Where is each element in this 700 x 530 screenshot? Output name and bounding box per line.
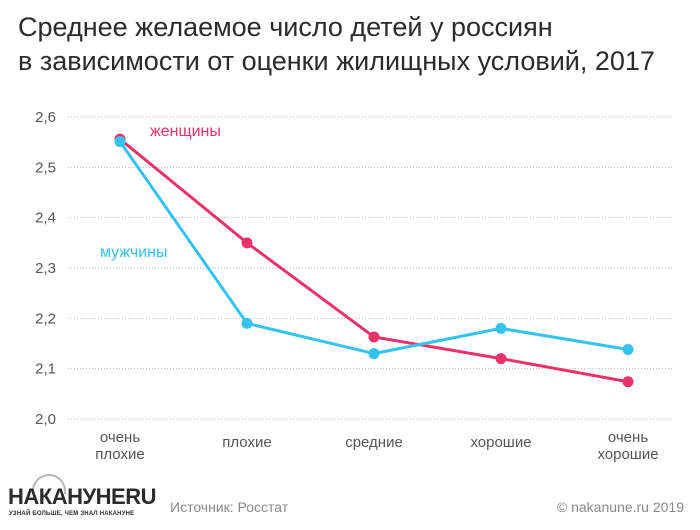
logo-tagline: УЗНАЙ БОЛЬШЕ, ЧЕМ ЗНАЛ НАКАНУНЕ [9,511,135,517]
y-tick-label: 2,2 [35,310,56,327]
data-point [114,136,126,148]
series-label-2: мужчины [100,244,168,261]
y-tick-label: 2,6 [35,109,56,126]
data-point [241,237,253,249]
x-tick-label: хорошие [597,446,658,463]
data-point [622,376,634,388]
data-point [241,317,253,329]
x-tick-label: плохие [95,446,144,463]
source-note: Источник: Росстат [170,499,289,515]
series-label-1: женщины [150,123,221,140]
x-tick-label: средние [345,434,403,451]
y-tick-label: 2,3 [35,260,56,277]
y-tick-label: 2,0 [35,411,56,428]
x-tick-label: плохие [222,434,271,451]
data-point [495,353,507,365]
data-point [495,322,507,334]
x-tick-label: очень [100,429,140,446]
nakanune-logo: НАКАНУНЕRU УЗНАЙ БОЛЬШЕ, ЧЕМ ЗНАЛ НАКАНУ… [8,474,157,526]
copyright-note: © nakanune.ru 2019 [556,499,684,515]
data-point [622,344,634,356]
chart-title-line-2: в зависимости от оценки жилищных условий… [18,46,655,76]
data-point [368,348,380,360]
logo-wordmark: НАКАНУНЕRU [8,484,157,509]
series-line-1 [118,137,630,384]
chart-title-line-1: Среднее желаемое число детей у россиян [18,12,553,42]
x-tick-label: хорошие [470,434,531,451]
chart-title: Среднее желаемое число детей у россиян в… [18,10,688,78]
x-tick-label: очень [608,429,648,446]
y-tick-label: 2,4 [35,210,56,227]
data-point [368,331,380,343]
series-line-2 [118,140,630,356]
y-tick-label: 2,1 [35,361,56,378]
y-tick-label: 2,5 [35,159,56,176]
